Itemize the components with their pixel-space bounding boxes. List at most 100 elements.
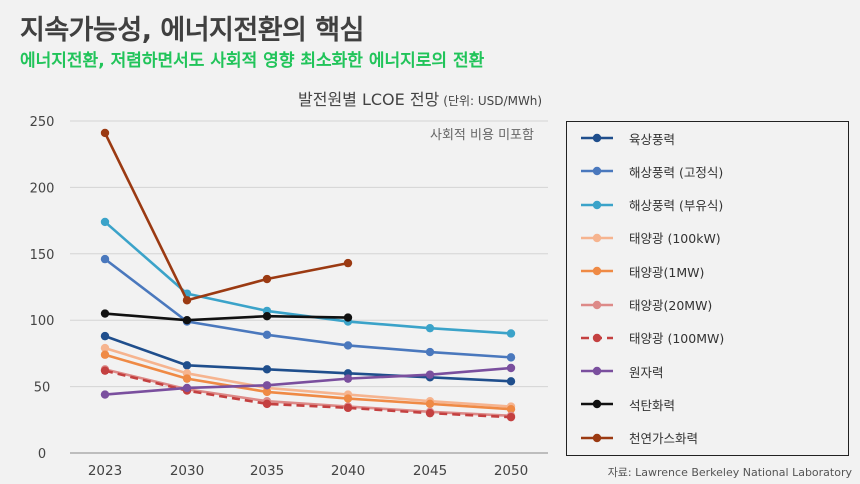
legend-label: 원자력 <box>629 364 664 380</box>
data-point <box>506 329 516 338</box>
series-line <box>104 346 512 408</box>
source-note: 자료: Lawrence Berkeley National Laborator… <box>607 466 852 479</box>
data-point <box>182 383 192 393</box>
legend-item: 해상풍력 (부유식) <box>567 190 848 220</box>
data-point <box>100 390 110 399</box>
legend-swatch <box>581 333 613 342</box>
y-tick-label: 200 <box>30 181 55 196</box>
legend-swatch <box>581 400 613 409</box>
series-line <box>104 366 512 396</box>
series-2 <box>100 217 516 338</box>
legend-label: 태양광(20MW) <box>629 298 713 313</box>
legend-swatch-marker <box>592 266 602 276</box>
data-point <box>343 374 353 383</box>
x-tick-label: 2040 <box>331 463 365 479</box>
legend-swatch-marker <box>592 333 602 342</box>
legend-swatch <box>581 200 613 209</box>
data-point <box>262 365 272 374</box>
data-point <box>262 274 272 284</box>
legend-swatch <box>581 167 613 176</box>
series-0 <box>100 331 516 386</box>
legend-label: 석탄화력 <box>629 397 676 413</box>
legend-item: 태양광(20MW) <box>567 290 848 320</box>
data-point <box>262 330 272 340</box>
data-point <box>425 408 435 418</box>
legend-item: 천연가스화력 <box>567 423 848 453</box>
legend-swatch <box>581 300 613 309</box>
series-line <box>104 258 512 359</box>
series-9 <box>100 128 353 305</box>
series-line <box>103 132 349 302</box>
legend-swatch-marker <box>592 167 602 176</box>
legend-swatch-marker <box>592 200 602 209</box>
legend-label: 태양광 (100kW) <box>629 231 721 247</box>
data-point <box>100 366 110 375</box>
legend-swatch <box>581 233 613 243</box>
data-point <box>425 370 435 379</box>
grid-lines <box>70 120 548 454</box>
series-line <box>104 369 512 419</box>
data-point <box>100 217 110 227</box>
data-point <box>506 353 516 362</box>
legend: 육상풍력 해상풍력 (고정식) 해상풍력 (부유식) 태양광 (100kW) 태양광(1… <box>566 121 849 456</box>
legend-item: 태양광 (100MW) <box>567 323 848 353</box>
y-tick-label: 50 <box>34 381 51 396</box>
legend-swatch-marker <box>592 233 602 243</box>
data-point <box>506 377 516 386</box>
data-point <box>262 387 272 397</box>
series-line <box>104 334 512 383</box>
legend-swatch-marker <box>592 400 602 409</box>
x-tick-label: 2030 <box>170 463 204 479</box>
legend-swatch <box>581 133 613 143</box>
x-tick-label: 2050 <box>494 463 528 479</box>
chart-unit: (단위: USD/MWh) <box>443 94 543 108</box>
legend-swatch <box>581 266 613 276</box>
data-point <box>343 341 353 350</box>
y-tick-label: 100 <box>30 314 55 329</box>
data-point <box>100 128 110 138</box>
legend-item: 석탄화력 <box>567 389 848 419</box>
data-point <box>182 361 192 370</box>
legend-label: 해상풍력 (부유식) <box>629 198 724 214</box>
data-point <box>425 323 435 333</box>
chart-title: 발전원별 LCOE 전망 (단위: USD/MWh) <box>298 86 542 110</box>
chart-note: 사회적 비용 미포함 <box>430 128 534 143</box>
x-tick-label: 2023 <box>88 463 122 479</box>
data-point <box>182 296 192 305</box>
chart-title-text: 발전원별 LCOE 전망 <box>298 90 440 109</box>
data-point <box>506 363 516 373</box>
y-tick-label: 150 <box>30 248 55 263</box>
series-7 <box>100 363 516 399</box>
x-tick-label: 2035 <box>250 463 284 479</box>
data-point <box>100 331 110 341</box>
legend-label: 천연가스화력 <box>629 431 699 447</box>
data-point <box>100 254 110 264</box>
legend-item: 해상풍력 (고정식) <box>567 156 848 186</box>
y-tick-label: 250 <box>30 115 55 130</box>
series-8 <box>100 309 353 325</box>
page-title: 지속가능성, 에너지전환의 핵심 <box>20 15 364 46</box>
legend-item: 태양광 (100kW) <box>567 223 848 253</box>
x-tick-labels: 2023 2030 2035 2040 2045 2050 <box>88 463 528 479</box>
legend-swatch <box>581 433 613 442</box>
series-lines <box>100 128 516 422</box>
y-tick-labels: 0 50 100 150 200 250 <box>30 115 55 462</box>
data-point <box>343 313 353 322</box>
series-6 <box>100 366 516 422</box>
series-4 <box>100 350 516 414</box>
data-point <box>343 403 353 413</box>
series-line <box>104 353 512 411</box>
legend-label: 태양광(1MW) <box>629 264 705 280</box>
data-point <box>182 374 192 383</box>
data-point <box>100 350 110 359</box>
page-subtitle: 에너지전환, 저렴하면서도 사회적 영향 최소화한 에너지로의 전환 <box>20 51 485 71</box>
legend-swatch-marker <box>592 300 602 309</box>
legend-item: 육상풍력 <box>567 123 848 153</box>
legend-swatch-marker <box>592 366 602 376</box>
data-point <box>100 343 110 353</box>
legend-item: 태양광(1MW) <box>567 256 848 286</box>
data-point <box>343 394 353 403</box>
data-point <box>506 404 516 414</box>
data-point <box>100 309 110 318</box>
